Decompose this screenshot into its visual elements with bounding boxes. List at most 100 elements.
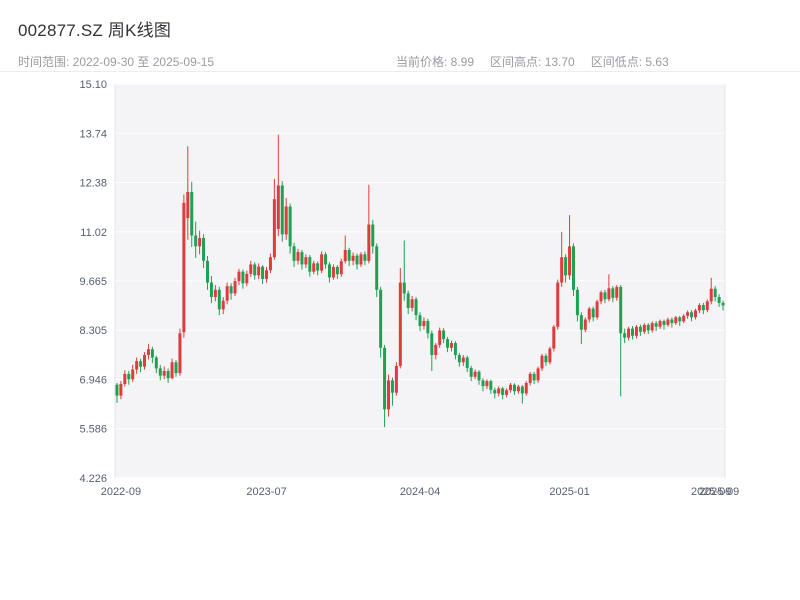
y-tick-label: 15.10	[79, 79, 107, 91]
candle	[127, 370, 131, 385]
candle-body	[654, 323, 658, 327]
candle-body	[442, 330, 446, 340]
candle-body	[552, 326, 556, 349]
candle	[595, 299, 599, 320]
candle-body	[213, 289, 217, 298]
candle-body	[202, 237, 206, 261]
candle-body	[367, 224, 371, 261]
y-tick-label: 4.226	[79, 473, 107, 485]
candle-body	[154, 357, 158, 369]
candle	[174, 360, 178, 377]
candle	[158, 364, 162, 381]
candle-body	[194, 235, 198, 247]
candle	[261, 265, 265, 285]
candle	[324, 252, 328, 269]
candle	[485, 379, 489, 390]
candle	[465, 355, 469, 373]
candle-body	[516, 386, 520, 392]
candle	[355, 253, 359, 270]
candle-body	[615, 286, 619, 298]
candle	[721, 300, 725, 311]
candle	[351, 252, 355, 266]
candle	[123, 370, 127, 387]
candle	[697, 303, 701, 313]
candle-body	[135, 361, 139, 370]
candle-body	[178, 333, 182, 374]
candle	[379, 286, 383, 358]
candle	[438, 327, 442, 348]
candle-body	[198, 237, 202, 247]
candle	[591, 306, 595, 322]
candle	[276, 134, 280, 237]
candle	[481, 378, 485, 392]
candle	[650, 321, 654, 333]
candle-body	[556, 282, 560, 327]
candle-body	[327, 264, 331, 278]
candle	[682, 314, 686, 324]
candle-body	[481, 380, 485, 387]
candle-body	[505, 390, 509, 395]
candle	[505, 388, 509, 398]
x-tick-label: 2022-09	[101, 486, 141, 498]
y-tick-label: 12.38	[79, 178, 107, 190]
candle	[316, 261, 320, 276]
candle	[544, 353, 548, 366]
candle-body	[233, 281, 237, 294]
candle	[548, 346, 552, 365]
candle	[205, 256, 209, 290]
candle-body	[217, 289, 221, 310]
candle	[233, 277, 237, 296]
candle	[331, 264, 335, 280]
candle	[607, 274, 611, 302]
candle	[693, 308, 697, 320]
candle	[571, 243, 575, 296]
price-summary: 当前价格: 8.99 区间高点: 13.70 区间低点: 5.63	[396, 53, 669, 70]
candle-body	[705, 301, 709, 311]
candle	[288, 203, 292, 254]
candle-body	[308, 257, 312, 272]
candle	[150, 346, 154, 363]
candle-body	[512, 384, 516, 392]
candle	[359, 252, 363, 267]
candle	[686, 310, 690, 319]
candle-body	[524, 382, 528, 394]
candle	[638, 324, 642, 336]
candle-body	[320, 254, 324, 271]
candle	[202, 234, 206, 269]
candle-body	[143, 355, 147, 367]
candle-body	[261, 266, 265, 279]
candle-body	[229, 286, 233, 294]
candle	[268, 253, 272, 274]
candle-body	[292, 246, 296, 261]
candle	[579, 312, 583, 345]
candle-body	[579, 315, 583, 330]
candles-layer	[115, 134, 725, 428]
candle-body	[457, 355, 461, 363]
candle-body	[453, 343, 457, 356]
candle-body	[595, 301, 599, 318]
candle-body	[528, 373, 532, 383]
candle-body	[115, 384, 119, 396]
candle-body	[339, 261, 343, 275]
candle-body	[265, 270, 269, 279]
y-tick-label: 13.74	[79, 128, 107, 140]
candle	[642, 323, 646, 335]
candle	[690, 310, 694, 322]
candle	[390, 377, 394, 406]
candle	[347, 247, 351, 266]
candle	[449, 340, 453, 352]
candle-body	[355, 255, 359, 265]
candle-body	[540, 355, 544, 369]
candle-body	[485, 381, 489, 387]
candle-body	[497, 388, 501, 394]
candle	[308, 255, 312, 277]
candle	[272, 178, 276, 260]
candle-body	[682, 315, 686, 322]
candle-body	[249, 264, 253, 274]
candle	[583, 317, 587, 333]
candle-body	[465, 357, 469, 369]
candle	[634, 324, 638, 339]
candle	[213, 285, 217, 302]
candle-body	[225, 286, 229, 301]
